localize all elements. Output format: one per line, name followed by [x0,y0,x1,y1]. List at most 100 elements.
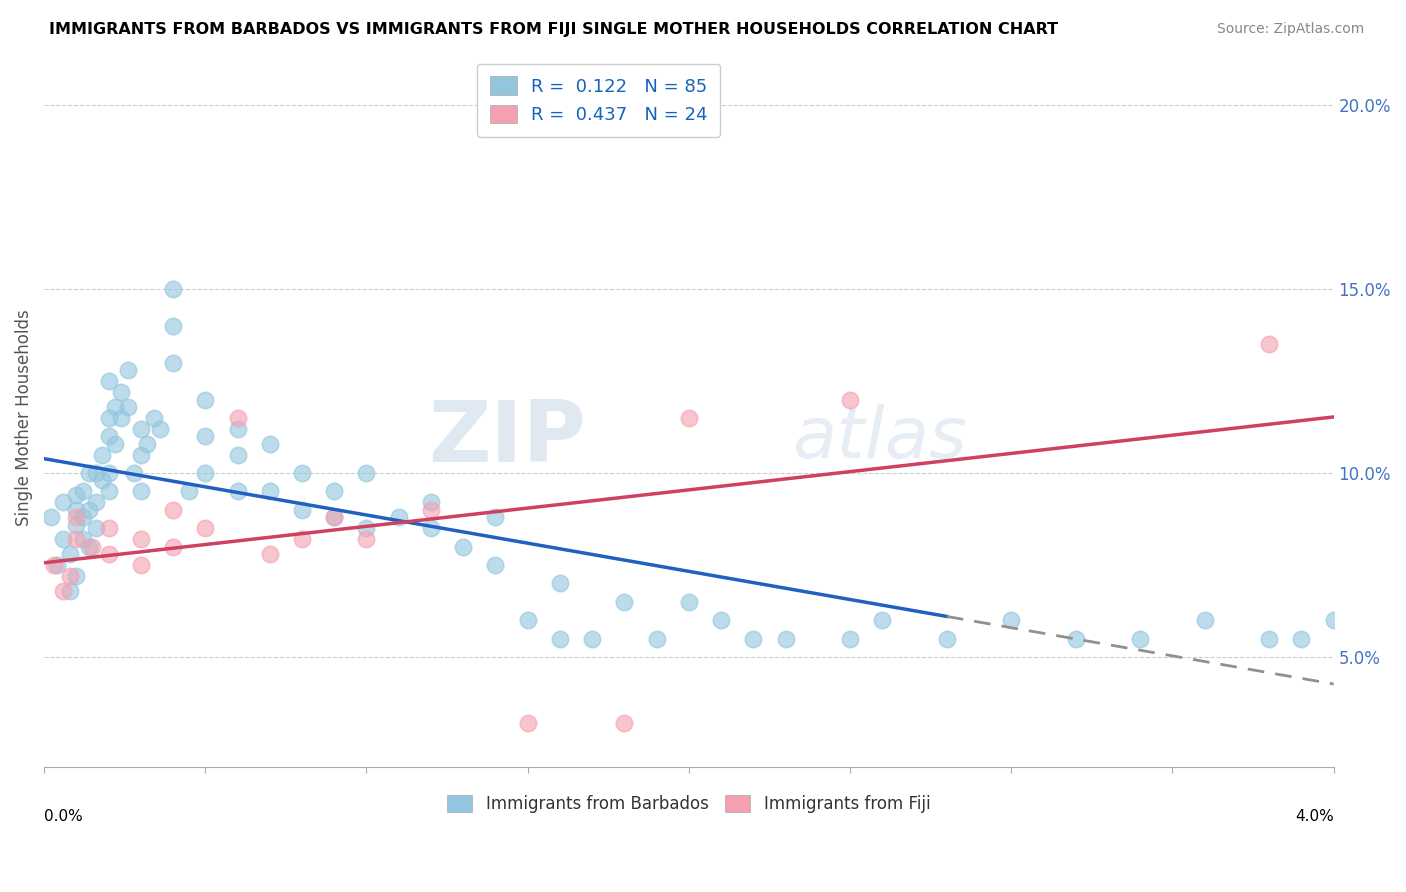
Point [484,558,506,572]
Point [1129,632,1152,646]
Point [65,517,87,532]
Point [194,521,217,535]
Point [42,558,65,572]
Point [129,558,152,572]
Point [129,533,152,547]
Text: 0.0%: 0.0% [44,809,83,824]
Point [72,533,94,547]
Point [72,484,94,499]
Point [742,632,765,646]
Point [356,521,378,535]
Point [259,547,281,561]
Point [77,466,100,480]
Point [179,484,201,499]
Point [420,503,443,517]
Y-axis label: Single Mother Households: Single Mother Households [15,310,32,526]
Point [97,429,120,443]
Point [162,318,184,333]
Point [516,613,538,627]
Point [124,466,146,480]
Point [613,716,636,731]
Point [226,410,249,425]
Point [1323,613,1346,627]
Point [226,422,249,436]
Point [52,533,75,547]
Point [77,503,100,517]
Point [97,374,120,388]
Point [142,410,165,425]
Point [1064,632,1087,646]
Point [323,484,346,499]
Point [872,613,894,627]
Point [104,400,127,414]
Point [65,533,87,547]
Point [65,488,87,502]
Point [84,495,107,509]
Point [52,583,75,598]
Point [59,583,82,598]
Point [323,510,346,524]
Point [110,410,132,425]
Point [678,595,700,609]
Point [839,632,862,646]
Point [162,282,184,296]
Point [117,400,139,414]
Point [46,558,69,572]
Point [548,576,571,591]
Point [136,436,159,450]
Point [59,569,82,583]
Point [129,422,152,436]
Point [259,484,281,499]
Point [52,495,75,509]
Point [388,510,411,524]
Point [97,521,120,535]
Point [65,569,87,583]
Point [516,716,538,731]
Point [1258,632,1281,646]
Point [420,495,443,509]
Point [39,510,62,524]
Point [72,510,94,524]
Point [162,503,184,517]
Point [84,521,107,535]
Point [129,484,152,499]
Point [82,540,104,554]
Point [935,632,957,646]
Point [194,429,217,443]
Point [110,385,132,400]
Point [194,466,217,480]
Point [645,632,668,646]
Point [451,540,474,554]
Point [356,466,378,480]
Point [1258,337,1281,351]
Text: Source: ZipAtlas.com: Source: ZipAtlas.com [1216,22,1364,37]
Point [259,436,281,450]
Point [59,547,82,561]
Text: 4.0%: 4.0% [1295,809,1334,824]
Point [678,410,700,425]
Point [162,356,184,370]
Text: IMMIGRANTS FROM BARBADOS VS IMMIGRANTS FROM FIJI SINGLE MOTHER HOUSEHOLDS CORREL: IMMIGRANTS FROM BARBADOS VS IMMIGRANTS F… [49,22,1059,37]
Point [65,510,87,524]
Point [291,466,314,480]
Point [129,448,152,462]
Point [356,533,378,547]
Point [97,484,120,499]
Point [1291,632,1313,646]
Point [581,632,603,646]
Point [84,466,107,480]
Point [710,613,733,627]
Point [91,474,114,488]
Point [149,422,172,436]
Point [97,547,120,561]
Point [65,503,87,517]
Point [484,510,506,524]
Point [1000,613,1022,627]
Point [291,533,314,547]
Point [117,363,139,377]
Point [91,448,114,462]
Point [1194,613,1216,627]
Point [226,448,249,462]
Point [420,521,443,535]
Point [97,466,120,480]
